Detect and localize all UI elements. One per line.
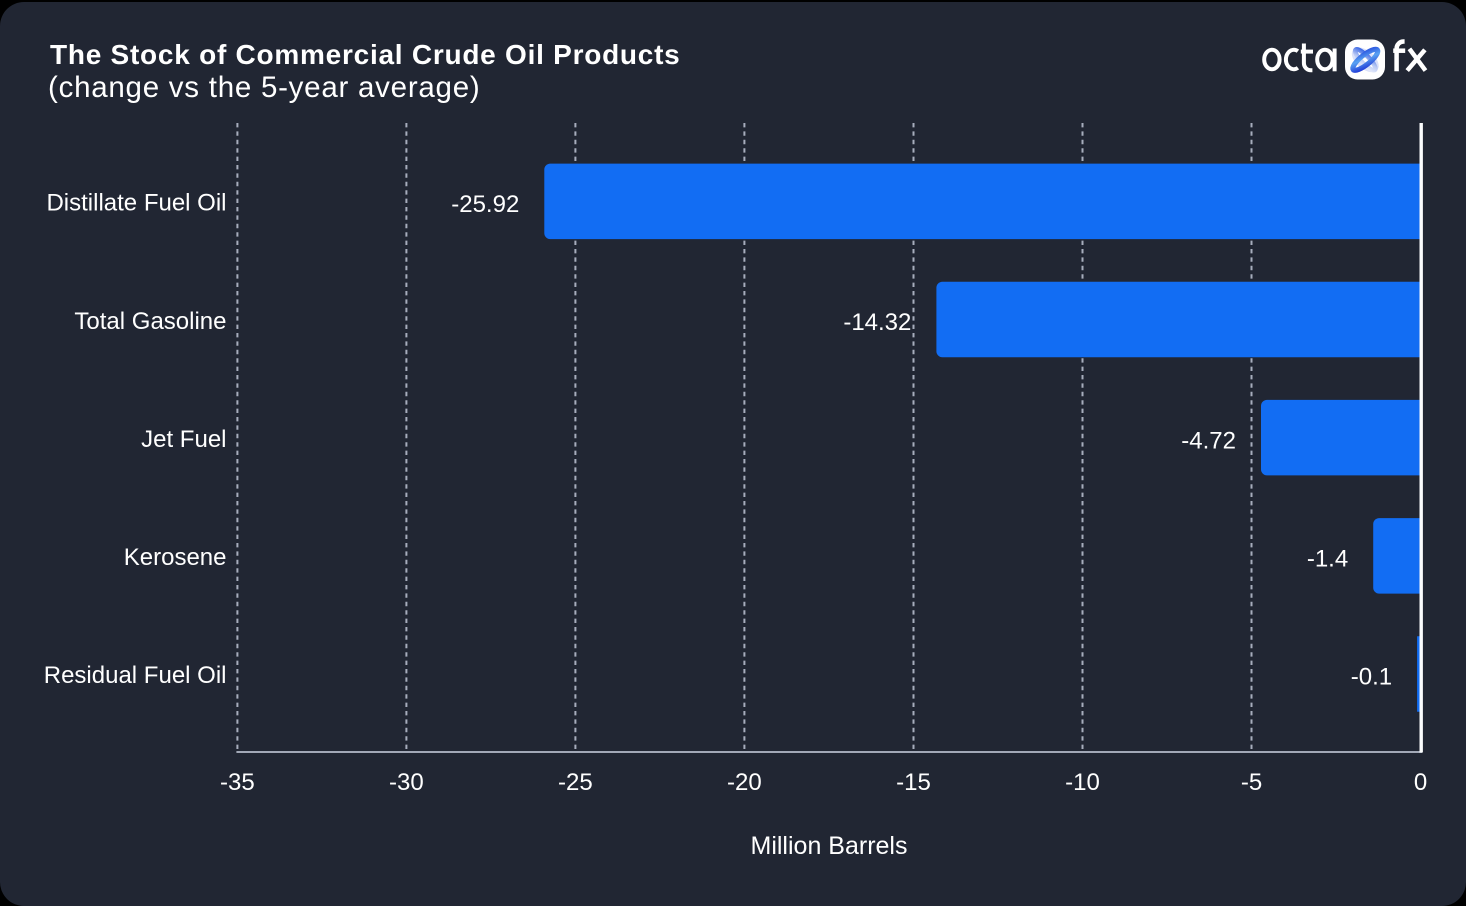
svg-text:The Stock of Commercial Crude: The Stock of Commercial Crude Oil Produc…: [50, 39, 681, 70]
svg-text:-25: -25: [558, 769, 593, 796]
svg-text:Million Barrels: Million Barrels: [751, 832, 908, 860]
svg-text:-30: -30: [389, 769, 424, 796]
svg-text:Residual Fuel Oil: Residual Fuel Oil: [44, 662, 227, 689]
svg-text:Jet Fuel: Jet Fuel: [141, 426, 226, 453]
svg-text:-25.92: -25.92: [451, 191, 519, 218]
svg-text:-4.72: -4.72: [1181, 427, 1236, 454]
svg-text:-1.4: -1.4: [1307, 546, 1348, 573]
svg-text:-10: -10: [1065, 769, 1100, 796]
svg-text:-0.1: -0.1: [1351, 664, 1392, 691]
svg-text:-35: -35: [220, 769, 255, 796]
svg-text:-5: -5: [1241, 769, 1262, 796]
svg-text:Total Gasoline: Total Gasoline: [74, 308, 226, 335]
svg-text:Kerosene: Kerosene: [124, 544, 227, 571]
svg-text:-15: -15: [896, 769, 931, 796]
svg-text:-14.32: -14.32: [843, 309, 911, 336]
svg-text:-20: -20: [727, 769, 762, 796]
svg-text:0: 0: [1414, 769, 1427, 796]
svg-text:(change vs the 5-year average): (change vs the 5-year average): [48, 71, 480, 104]
svg-text:Distillate Fuel Oil: Distillate Fuel Oil: [46, 190, 226, 217]
